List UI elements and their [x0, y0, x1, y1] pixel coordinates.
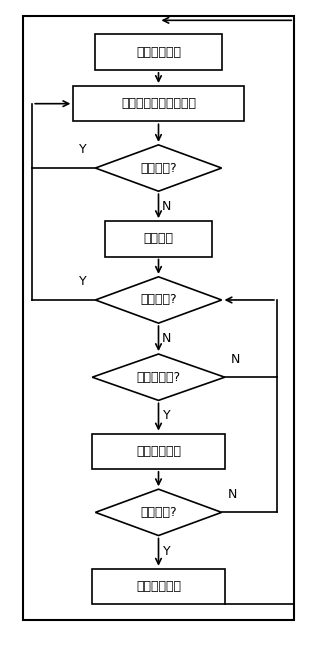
Text: 非正常超时?: 非正常超时?: [136, 371, 181, 384]
Text: 报警超时?: 报警超时?: [140, 506, 177, 519]
Text: 报警控制输出: 报警控制输出: [136, 444, 181, 458]
FancyBboxPatch shape: [92, 433, 225, 469]
Text: N: N: [231, 353, 241, 366]
Text: 初始化，延时: 初始化，延时: [136, 46, 181, 59]
Text: 制动控制输出: 制动控制输出: [136, 580, 181, 593]
Text: Y: Y: [79, 275, 87, 288]
Text: 自动标定头部正常位置: 自动标定头部正常位置: [121, 97, 196, 110]
Text: Y: Y: [163, 410, 170, 422]
Polygon shape: [92, 354, 225, 401]
Polygon shape: [95, 145, 222, 191]
Text: 启动计时: 启动计时: [144, 232, 173, 245]
FancyBboxPatch shape: [73, 86, 244, 121]
FancyBboxPatch shape: [105, 221, 212, 257]
Text: 正常位置?: 正常位置?: [140, 161, 177, 175]
Text: Y: Y: [79, 143, 87, 157]
Text: Y: Y: [163, 544, 170, 557]
FancyBboxPatch shape: [95, 34, 222, 70]
Polygon shape: [95, 277, 222, 323]
Text: 正常位置?: 正常位置?: [140, 293, 177, 306]
Text: N: N: [162, 200, 171, 213]
Text: N: N: [228, 488, 237, 501]
Text: N: N: [162, 332, 171, 345]
Polygon shape: [95, 489, 222, 535]
FancyBboxPatch shape: [92, 569, 225, 604]
